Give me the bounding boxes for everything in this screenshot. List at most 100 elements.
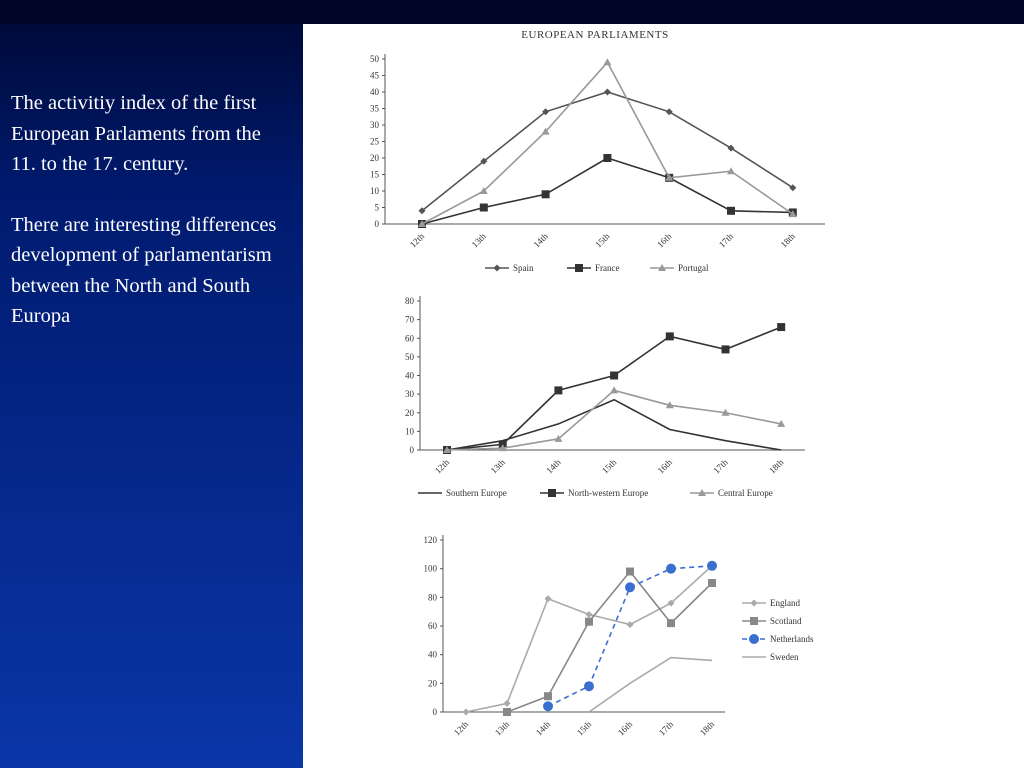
data-point bbox=[585, 611, 593, 619]
legend-label: Southern Europe bbox=[446, 488, 507, 498]
y-tick-label: 80 bbox=[428, 592, 438, 602]
data-point bbox=[708, 579, 716, 587]
data-point bbox=[665, 332, 674, 341]
paragraph: There are interesting differences develo… bbox=[11, 213, 277, 328]
data-point bbox=[503, 708, 511, 716]
data-point bbox=[727, 206, 735, 215]
y-tick-label: 100 bbox=[424, 564, 438, 574]
data-point bbox=[479, 187, 488, 194]
legend-label: Sweden bbox=[770, 652, 799, 662]
legend-label: Netherlands bbox=[770, 634, 814, 644]
legend-label: Scotland bbox=[770, 616, 802, 626]
data-point bbox=[665, 108, 673, 116]
legend-marker bbox=[750, 617, 758, 625]
series-line bbox=[547, 565, 713, 707]
image-background bbox=[303, 24, 1024, 768]
legend-marker bbox=[749, 634, 759, 644]
data-point bbox=[479, 203, 488, 212]
y-tick-label: 15 bbox=[370, 170, 380, 180]
legend-label: Portugal bbox=[678, 263, 709, 273]
y-tick-label: 50 bbox=[405, 352, 415, 362]
data-point bbox=[584, 681, 594, 692]
y-tick-label: 0 bbox=[375, 219, 380, 229]
y-tick-label: 50 bbox=[370, 54, 380, 64]
data-point bbox=[789, 184, 797, 192]
y-tick-label: 5 bbox=[375, 203, 380, 213]
y-tick-label: 80 bbox=[405, 296, 415, 306]
chart-image: EUROPEAN PARLIAMENTS 0 5 10 15 20 25 30 35 40 45 50… bbox=[303, 24, 1024, 768]
data-point bbox=[603, 154, 612, 162]
data-point bbox=[721, 408, 730, 416]
data-point bbox=[610, 386, 619, 394]
y-tick-label: 60 bbox=[428, 621, 438, 631]
legend-marker bbox=[658, 264, 666, 271]
data-point bbox=[721, 345, 730, 354]
y-tick-label: 10 bbox=[405, 426, 415, 436]
data-point bbox=[603, 58, 612, 66]
paragraph: The activitiy index of the first Europea… bbox=[11, 92, 261, 175]
y-tick-label: 10 bbox=[370, 186, 380, 196]
data-point bbox=[443, 446, 451, 453]
data-point bbox=[665, 401, 674, 409]
y-tick-label: 30 bbox=[405, 389, 415, 399]
y-tick-label: 0 bbox=[410, 445, 415, 455]
legend-label: Central Europe bbox=[718, 488, 773, 498]
data-point bbox=[554, 434, 563, 442]
y-tick-label: 20 bbox=[370, 153, 380, 163]
y-tick-label: 30 bbox=[370, 120, 380, 130]
data-point bbox=[418, 207, 426, 215]
legend-label: Spain bbox=[513, 263, 534, 273]
y-tick-label: 35 bbox=[370, 104, 380, 114]
data-point bbox=[554, 386, 563, 395]
data-point bbox=[727, 167, 735, 175]
data-point bbox=[777, 419, 786, 427]
data-point bbox=[667, 619, 675, 628]
data-point bbox=[626, 621, 634, 629]
slide-text: The activitiy index of the first Europea… bbox=[11, 88, 289, 362]
legend-marker bbox=[575, 264, 583, 272]
data-point bbox=[625, 582, 635, 593]
y-tick-label: 40 bbox=[428, 650, 438, 660]
data-point bbox=[544, 595, 552, 603]
top-bar bbox=[0, 0, 1024, 24]
data-point bbox=[418, 220, 426, 227]
legend-marker bbox=[698, 489, 706, 496]
y-tick-label: 20 bbox=[428, 678, 438, 688]
data-point bbox=[665, 173, 674, 181]
data-point bbox=[541, 190, 550, 199]
data-point bbox=[585, 617, 593, 626]
data-point bbox=[727, 144, 735, 152]
legend-marker bbox=[493, 264, 501, 272]
y-tick-label: 70 bbox=[405, 315, 415, 325]
data-point bbox=[667, 599, 675, 607]
legend-marker bbox=[548, 489, 556, 497]
data-point bbox=[480, 157, 488, 165]
data-point bbox=[542, 108, 550, 116]
chart-title: EUROPEAN PARLIAMENTS bbox=[521, 29, 668, 41]
data-point bbox=[777, 323, 786, 332]
data-point bbox=[503, 699, 511, 707]
data-point bbox=[498, 444, 507, 452]
series-line bbox=[588, 656, 713, 713]
data-point bbox=[462, 708, 470, 716]
legend-marker bbox=[750, 599, 758, 607]
data-point bbox=[788, 210, 797, 218]
y-tick-label: 45 bbox=[370, 71, 380, 81]
y-tick-label: 60 bbox=[405, 333, 415, 343]
legend-label: England bbox=[770, 598, 800, 608]
y-tick-label: 120 bbox=[424, 535, 438, 545]
y-tick-label: 25 bbox=[370, 137, 380, 147]
series-line bbox=[506, 570, 713, 713]
data-point bbox=[666, 563, 676, 574]
data-point bbox=[543, 701, 553, 712]
y-tick-label: 40 bbox=[405, 371, 415, 381]
data-point bbox=[541, 127, 550, 135]
legend-label: North-western Europe bbox=[568, 488, 648, 498]
y-tick-label: 0 bbox=[433, 707, 438, 717]
data-point bbox=[544, 692, 552, 701]
data-point bbox=[626, 567, 634, 576]
data-point bbox=[603, 88, 611, 96]
y-tick-label: 40 bbox=[370, 87, 380, 97]
data-point bbox=[610, 371, 619, 380]
